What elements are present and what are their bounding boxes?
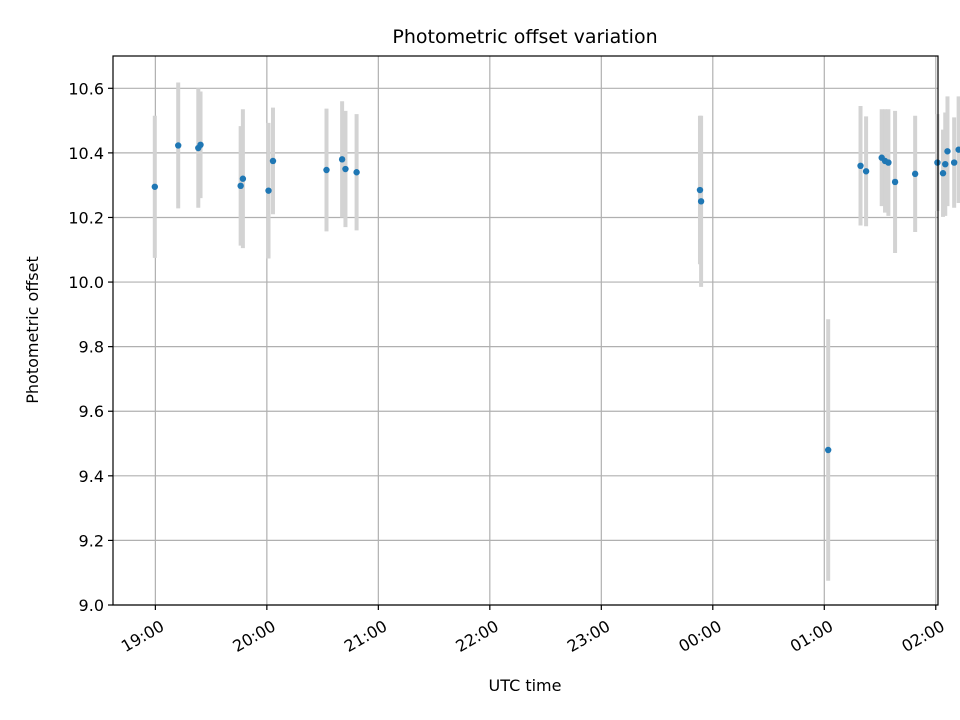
x-tick-label: 01:00 [787,616,836,656]
chart-title: Photometric offset variation [392,26,657,48]
data-point [323,166,330,174]
x-tick-label: 23:00 [564,616,613,656]
data-point [950,159,958,166]
data-point [342,165,349,173]
error-bars [152,82,960,581]
data-point [911,170,919,178]
data-point [696,186,704,194]
data-point [885,159,892,166]
x-axis-ticks: 19:00 20:00 21:00 22:00 23:00 00:00 01:00 02:00 [118,605,948,656]
x-axis-label: UTC time [489,676,562,695]
x-tick-label: 22:00 [452,616,501,656]
data-point [175,142,182,149]
y-axis-ticks: 9.0 9.2 9.4 9.6 9.8 10.0 10.2 10.4 10.6 [68,79,113,615]
data-point [353,169,360,176]
y-tick-label: 9.4 [79,467,104,486]
data-point [265,187,272,194]
data-point [944,148,951,155]
data-point [151,183,159,190]
y-tick-label: 10.2 [68,208,104,227]
data-point [338,156,346,163]
data-point [239,175,247,182]
y-tick-label: 10.0 [68,273,104,292]
x-tick-label: 20:00 [229,616,278,656]
y-tick-label: 10.4 [68,144,104,163]
data-point [862,168,870,175]
y-axis-label: Photometric offset [23,256,42,404]
y-tick-label: 9.6 [79,402,104,421]
plot-frame [112,55,939,606]
data-point [237,182,244,190]
x-tick-label: 19:00 [118,616,167,656]
x-tick-label: 02:00 [898,616,947,656]
data-points [151,141,960,454]
data-point [697,198,705,205]
x-tick-label: 21:00 [341,616,390,656]
y-tick-label: 10.6 [68,79,104,98]
y-tick-label: 9.0 [79,596,104,615]
data-point [942,160,949,168]
grid-lines [113,56,938,606]
data-point [197,141,204,149]
data-point [269,157,277,165]
y-tick-label: 9.8 [79,338,104,357]
data-point [955,146,960,153]
data-point [857,162,864,169]
data-point [939,170,947,177]
y-tick-label: 9.2 [79,531,104,550]
data-point [824,446,832,454]
x-tick-label: 00:00 [675,616,724,656]
data-point [891,178,899,186]
